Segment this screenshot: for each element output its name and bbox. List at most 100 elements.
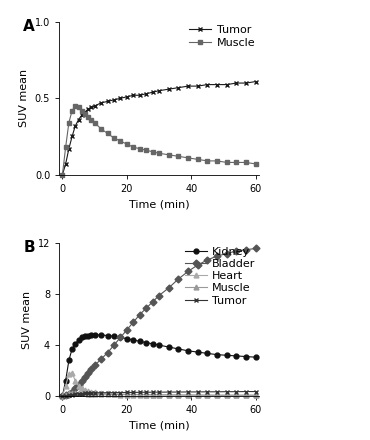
Heart — [176, 392, 181, 398]
Kidney — [196, 349, 200, 355]
Tumor — [99, 390, 103, 396]
Tumor — [234, 81, 239, 86]
Heart — [60, 393, 65, 399]
Heart — [215, 392, 219, 398]
Heart — [118, 391, 122, 396]
Tumor — [225, 82, 229, 87]
Muscle — [253, 392, 258, 398]
Muscle — [253, 161, 258, 167]
Bladder — [125, 327, 129, 333]
Kidney — [125, 336, 129, 341]
Bladder — [86, 370, 90, 376]
Tumor — [244, 389, 248, 394]
Tumor — [83, 110, 87, 115]
Muscle — [92, 120, 97, 125]
Heart — [157, 392, 161, 397]
Muscle — [144, 147, 148, 153]
Heart — [225, 392, 229, 398]
Heart — [186, 392, 190, 398]
Tumor — [144, 91, 148, 96]
Kidney — [166, 345, 171, 350]
Bladder — [89, 367, 94, 372]
Tumor — [225, 389, 229, 394]
Muscle — [205, 158, 210, 164]
Bladder — [186, 269, 190, 274]
Tumor — [166, 87, 171, 92]
Heart — [253, 392, 258, 398]
Heart — [76, 383, 81, 389]
Kidney — [253, 355, 258, 360]
Kidney — [105, 333, 110, 338]
Heart — [63, 383, 68, 389]
Tumor — [157, 88, 161, 93]
Line: Tumor: Tumor — [60, 389, 258, 399]
Y-axis label: SUV mean: SUV mean — [22, 290, 32, 349]
Tumor — [118, 390, 122, 395]
Muscle — [60, 172, 65, 177]
Bladder — [176, 276, 181, 282]
Muscle — [151, 149, 155, 154]
Tumor — [86, 106, 90, 112]
Muscle — [186, 392, 190, 398]
Bladder — [138, 312, 142, 317]
Tumor — [151, 389, 155, 395]
Tumor — [196, 389, 200, 395]
Tumor — [205, 389, 210, 394]
Muscle — [70, 108, 74, 113]
Tumor — [80, 113, 84, 118]
Heart — [73, 378, 78, 383]
Muscle — [60, 393, 65, 399]
Tumor — [125, 390, 129, 395]
Muscle — [138, 392, 142, 397]
Tumor — [215, 389, 219, 394]
Heart — [244, 392, 248, 398]
Tumor — [92, 103, 97, 109]
Bladder — [83, 374, 87, 380]
Tumor — [244, 81, 248, 86]
Muscle — [166, 152, 171, 158]
Bladder — [73, 386, 78, 391]
Kidney — [83, 334, 87, 339]
Bladder — [70, 389, 74, 395]
Kidney — [131, 337, 135, 343]
Tumor — [70, 134, 74, 139]
Muscle — [196, 392, 200, 398]
Line: Tumor: Tumor — [60, 79, 258, 177]
Muscle — [125, 392, 129, 397]
Bladder — [157, 293, 161, 298]
Muscle — [205, 392, 210, 398]
Tumor — [144, 390, 148, 395]
Kidney — [157, 342, 161, 348]
Muscle — [157, 150, 161, 156]
Heart — [92, 389, 97, 395]
Tumor — [138, 390, 142, 395]
Muscle — [186, 155, 190, 161]
Muscle — [63, 392, 68, 397]
Muscle — [105, 131, 110, 136]
Tumor — [67, 392, 71, 398]
Heart — [138, 392, 142, 397]
Heart — [144, 392, 148, 397]
Line: Muscle: Muscle — [60, 390, 258, 399]
Muscle — [138, 146, 142, 151]
Tumor — [253, 79, 258, 84]
Muscle — [131, 144, 135, 150]
Tumor — [215, 82, 219, 87]
Tumor — [166, 389, 171, 395]
Heart — [196, 392, 200, 398]
Tumor — [99, 100, 103, 106]
Tumor — [131, 93, 135, 98]
Line: Muscle: Muscle — [60, 103, 258, 177]
X-axis label: Time (min): Time (min) — [129, 199, 189, 209]
Muscle — [67, 391, 71, 396]
Muscle — [112, 392, 116, 397]
Muscle — [99, 392, 103, 397]
Heart — [83, 387, 87, 392]
Heart — [234, 392, 239, 398]
Tumor — [76, 117, 81, 122]
Muscle — [244, 160, 248, 165]
Tumor — [83, 391, 87, 396]
Tumor — [63, 161, 68, 167]
Heart — [131, 392, 135, 397]
Heart — [86, 388, 90, 393]
